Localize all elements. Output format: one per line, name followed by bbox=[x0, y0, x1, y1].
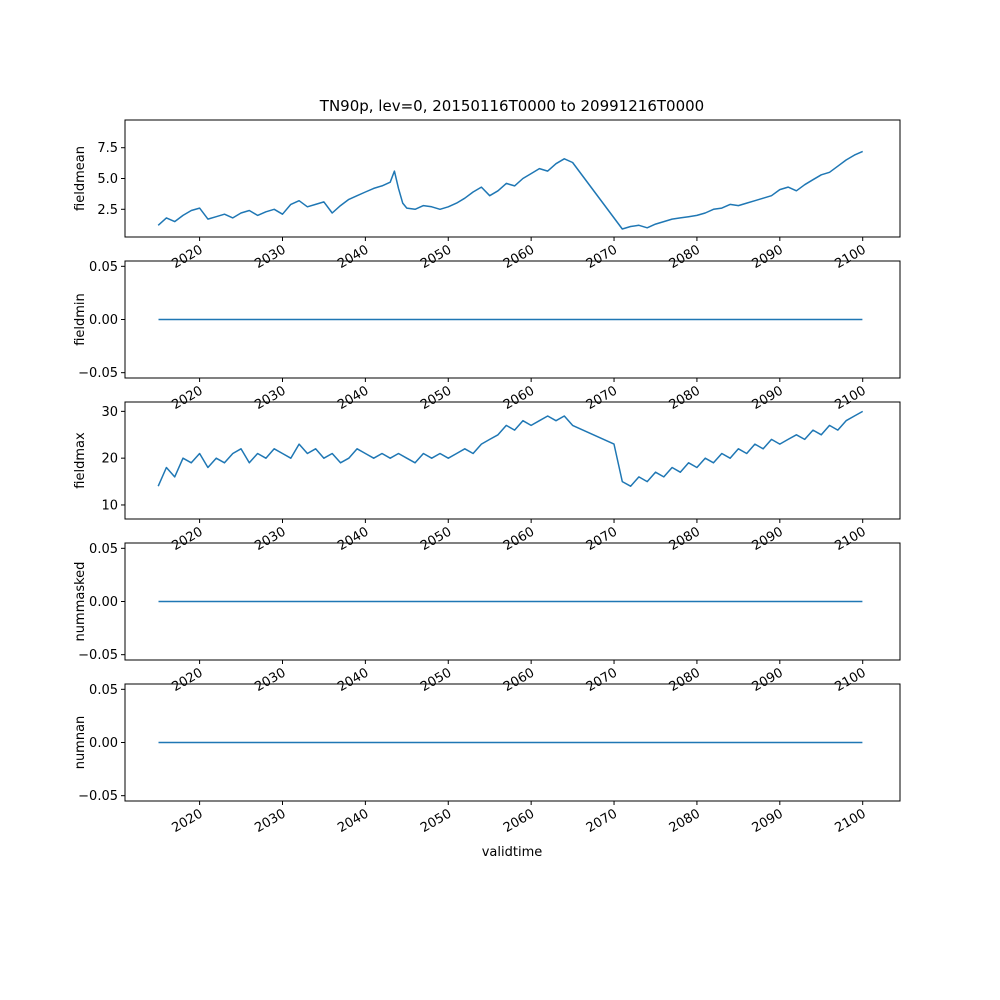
y-axis-title-numnan: numnan bbox=[73, 716, 88, 770]
series-line-fieldmax bbox=[157, 410, 864, 487]
y-tick-label-numnan: 0.00 bbox=[89, 736, 118, 751]
plot-frame-fieldmax bbox=[124, 401, 901, 520]
y-tick-label-fieldmin: −0.05 bbox=[78, 366, 118, 381]
y-tick-label-fieldmin: 0.05 bbox=[89, 260, 118, 275]
y-axis-title-fieldmean: fieldmean bbox=[73, 146, 88, 211]
y-tick-label-nummasked: −0.05 bbox=[78, 648, 118, 663]
y-tick-label-fieldmean: 2.5 bbox=[97, 203, 118, 218]
y-axis-title-fieldmax: fieldmax bbox=[73, 432, 88, 489]
x-axis-title: validtime bbox=[482, 845, 543, 860]
y-tick-label-fieldmean: 7.5 bbox=[97, 141, 118, 156]
series-line-fieldmean bbox=[157, 150, 864, 230]
chart-title: TN90p, lev=0, 20150116T0000 to 20991216T… bbox=[319, 97, 704, 115]
y-tick-label-numnan: −0.05 bbox=[78, 789, 118, 804]
y-tick-label-fieldmean: 5.0 bbox=[97, 172, 118, 187]
y-tick-label-fieldmax: 20 bbox=[101, 452, 118, 467]
y-tick-label-fieldmax: 30 bbox=[101, 405, 118, 420]
y-tick-label-fieldmax: 10 bbox=[101, 498, 118, 513]
y-tick-label-fieldmin: 0.00 bbox=[89, 313, 118, 328]
y-tick-label-nummasked: 0.05 bbox=[89, 542, 118, 557]
y-tick-label-nummasked: 0.00 bbox=[89, 595, 118, 610]
y-tick-label-numnan: 0.05 bbox=[89, 683, 118, 698]
y-axis-title-nummasked: nummasked bbox=[73, 562, 88, 642]
y-axis-title-fieldmin: fieldmin bbox=[73, 293, 88, 346]
